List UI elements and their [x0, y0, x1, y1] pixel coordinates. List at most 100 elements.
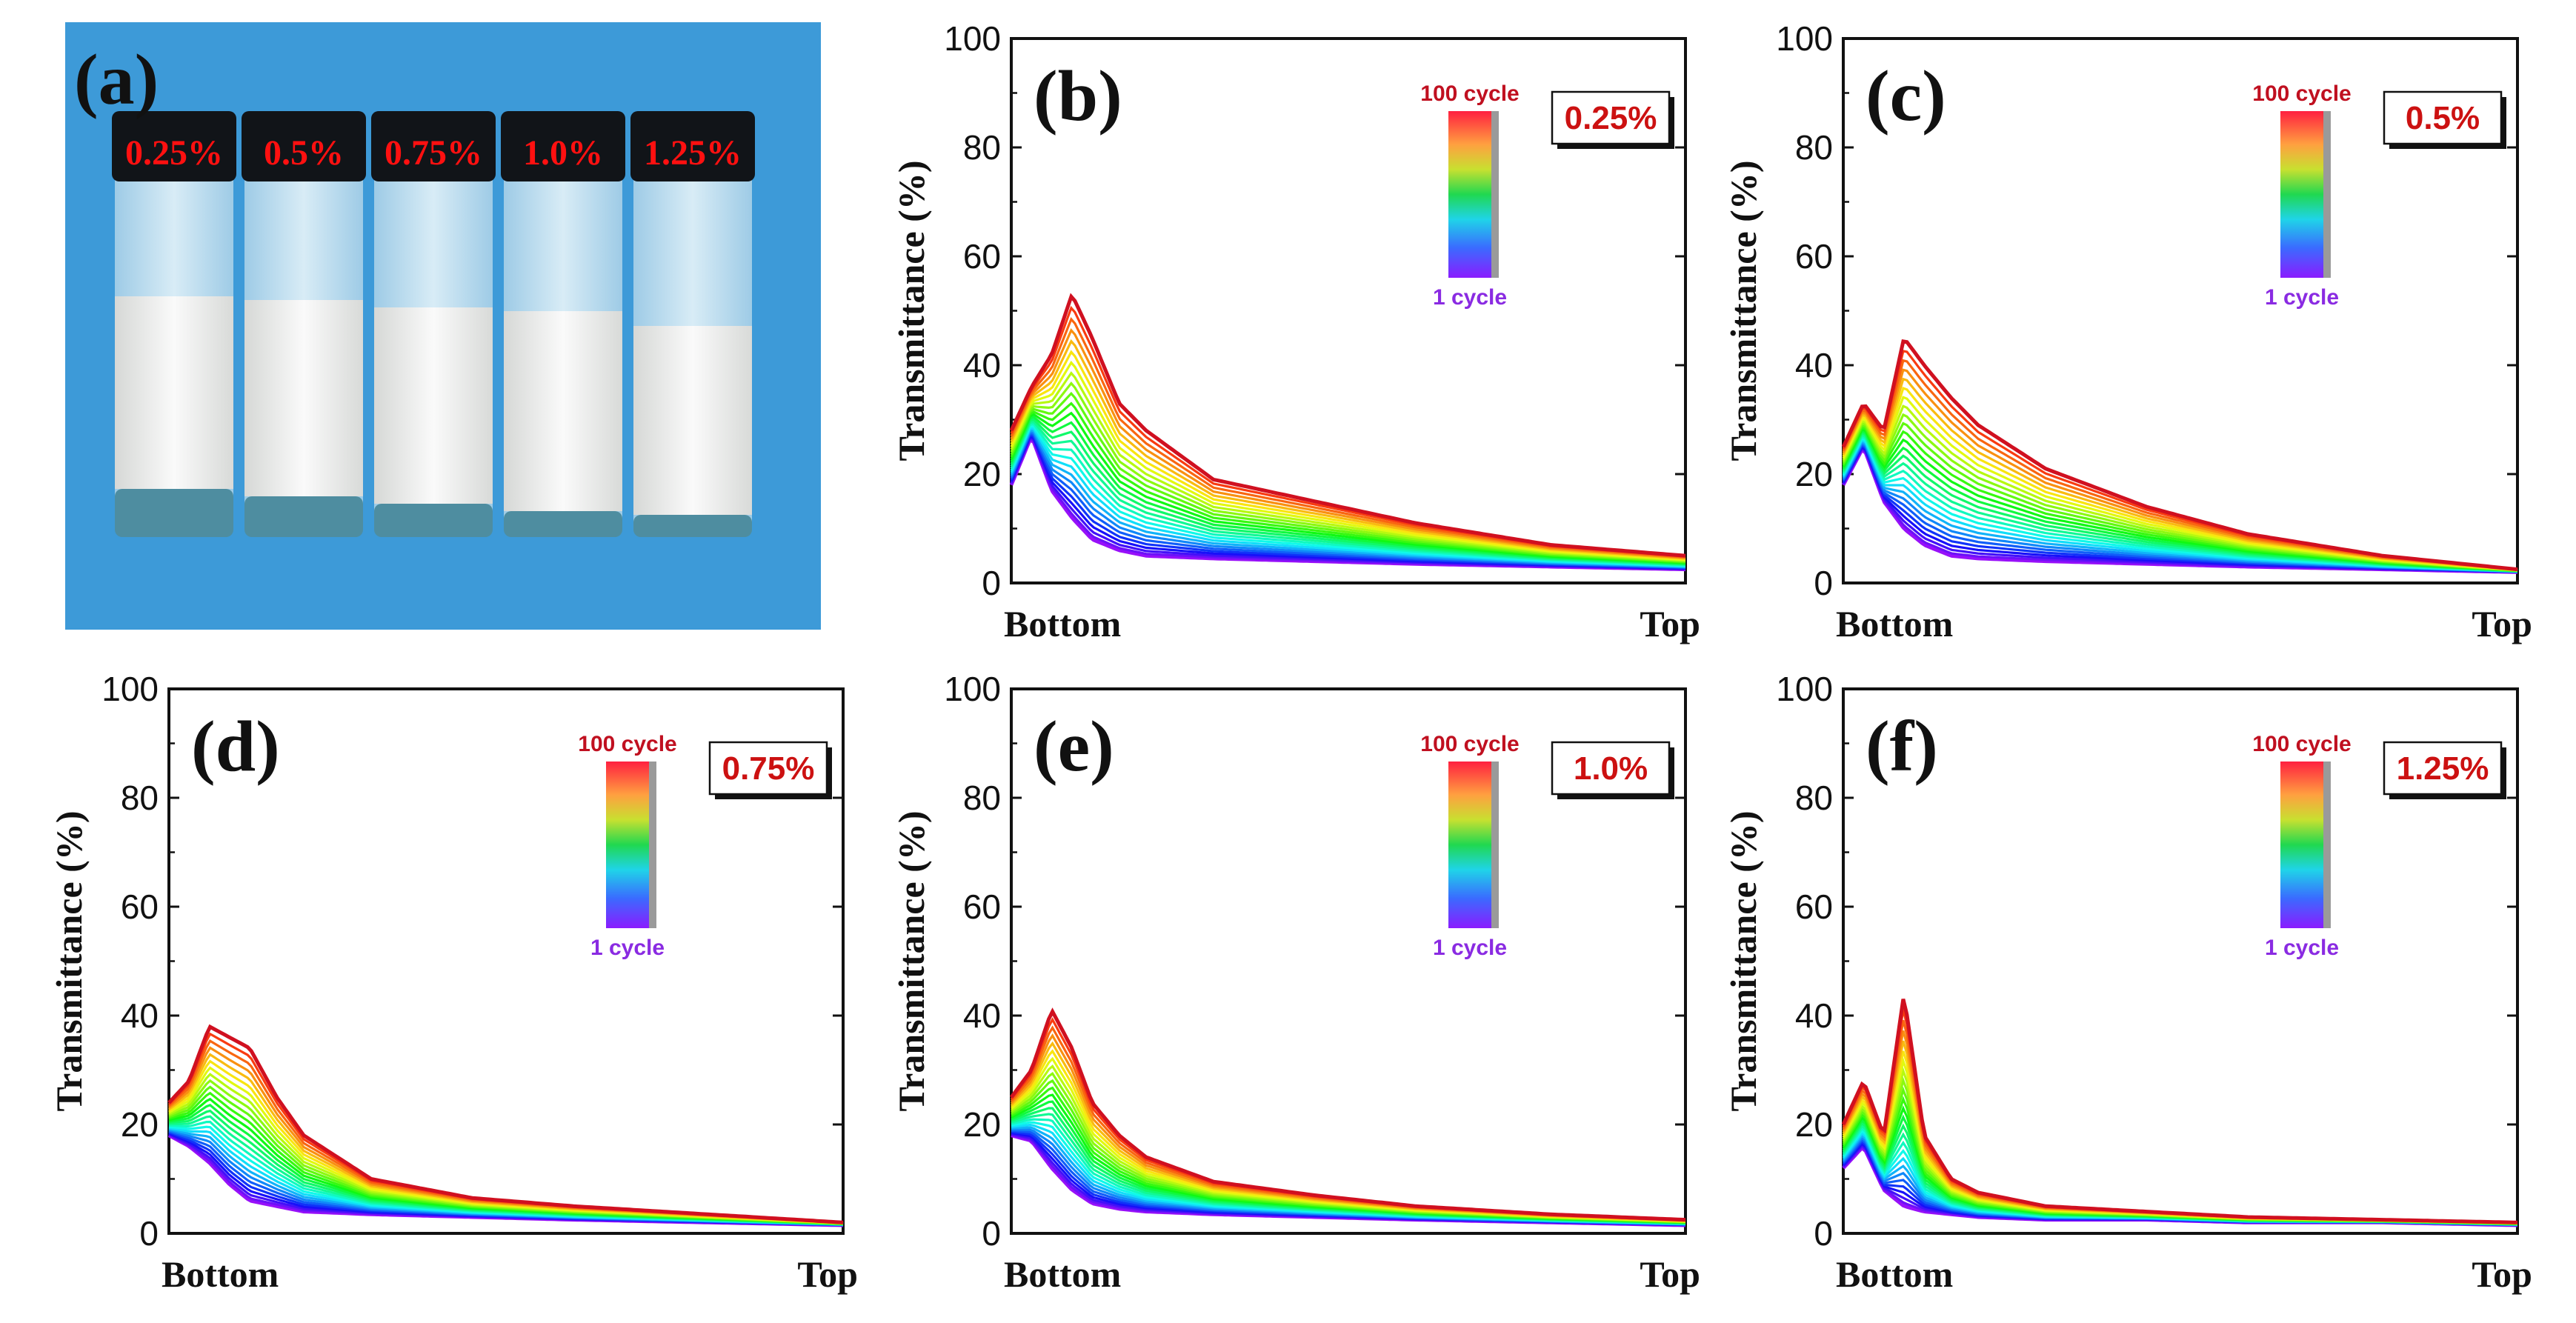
series-line-100-cycle: [1009, 1007, 1686, 1222]
series-line-100-cycle: [167, 1024, 844, 1224]
vial-cap: [112, 111, 236, 181]
x-axis-top-label: Top: [1640, 1253, 1700, 1295]
concentration-badge: 0.25%: [1551, 90, 1674, 149]
colorbar: 100 cycle 1 cycle: [2252, 81, 2351, 310]
y-tick-label: 100: [944, 19, 1001, 58]
vial-1: 0.25%: [112, 111, 236, 537]
y-tick-label: 20: [121, 1105, 159, 1144]
colorbar-bottom-label: 1 cycle: [2265, 936, 2339, 960]
y-tick-label: 80: [1795, 779, 1833, 817]
y-tick-label: 100: [1776, 19, 1833, 58]
vial-suspension: [244, 300, 363, 496]
y-tick-label: 0: [1814, 1214, 1833, 1253]
chart-panel-b: 0 20 40 60 80 100 Transmittance (%) Bottom Top (b…: [891, 19, 1700, 644]
y-tick-label: 0: [982, 1214, 1001, 1253]
x-axis-bottom-label: Bottom: [1004, 603, 1121, 644]
vial-clear-layer: [244, 496, 363, 537]
x-axis-top-label: Top: [797, 1253, 858, 1295]
badge-box: [1551, 741, 1671, 796]
vial-clear-layer: [633, 515, 752, 537]
y-tick-label: 40: [963, 346, 1001, 384]
vial-cap: [242, 111, 366, 181]
x-axis-bottom-label: Bottom: [1004, 1253, 1121, 1295]
colorbar-gradient: [1448, 111, 1491, 278]
x-axis-bottom-label: Bottom: [1836, 1253, 1953, 1295]
vial-label: 1.0%: [523, 133, 603, 173]
vial-suspension: [374, 307, 493, 504]
series-curves: [1841, 999, 2518, 1227]
y-tick-label: 40: [121, 996, 159, 1035]
series-line-100-cycle: [1009, 293, 1686, 558]
y-axis-label: Transmittance (%): [1723, 811, 1764, 1112]
colorbar: 100 cycle 1 cycle: [2252, 732, 2351, 960]
y-axis-label: Transmittance (%): [48, 811, 90, 1112]
vial-suspension: [504, 311, 622, 511]
badge-box: [2383, 90, 2503, 145]
colorbar-shadow: [1491, 762, 1499, 928]
series-curves: [167, 1024, 844, 1227]
panel-label: (d): [191, 707, 280, 787]
colorbar-bottom-label: 1 cycle: [590, 936, 665, 960]
series-line-100-cycle: [1841, 339, 2518, 572]
series-line-100-cycle: [1841, 999, 2518, 1224]
vial-label: 0.5%: [264, 133, 344, 173]
y-tick-label: 60: [963, 237, 1001, 276]
colorbar-shadow: [1491, 111, 1499, 278]
panel-label: (e): [1034, 707, 1114, 787]
y-tick-label: 100: [1776, 670, 1833, 708]
y-tick-label: 80: [121, 779, 159, 817]
colorbar-gradient: [606, 762, 649, 928]
series-curves: [1009, 293, 1686, 572]
vial-2: 0.5%: [242, 111, 366, 537]
y-tick-label: 100: [101, 670, 159, 708]
colorbar-gradient: [2280, 762, 2323, 928]
photo-panel: 0.25% 0.5% 0.75% 1.0% 1.25% (a): [65, 22, 821, 630]
x-axis-top-label: Top: [2472, 1253, 2532, 1295]
y-axis-label: Transmittance (%): [891, 161, 932, 461]
panel-label: (c): [1866, 56, 1946, 136]
panel-label: (b): [1034, 56, 1122, 136]
x-axis-bottom-label: Bottom: [162, 1253, 279, 1295]
series-curves: [1009, 1007, 1686, 1227]
x-axis-top-label: Top: [1640, 603, 1700, 644]
badge-box: [708, 741, 828, 796]
vial-clear-layer: [115, 489, 233, 537]
vial-label: 0.75%: [385, 133, 482, 173]
y-axis-label: Transmittance (%): [1723, 161, 1764, 461]
colorbar-shadow: [2323, 762, 2331, 928]
concentration-badge: 0.75%: [708, 741, 832, 799]
colorbar-bottom-label: 1 cycle: [2265, 285, 2339, 310]
concentration-badge: 1.0%: [1551, 741, 1674, 799]
chart-panel-c: 0 20 40 60 80 100 Transmittance (%) Bottom Top (c…: [1723, 19, 2532, 644]
colorbar-top-label: 100 cycle: [1420, 732, 1519, 756]
y-tick-label: 20: [1795, 455, 1833, 493]
vial-label: 1.25%: [644, 133, 742, 173]
vial-suspension: [633, 326, 752, 515]
y-tick-label: 60: [1795, 887, 1833, 926]
y-tick-label: 20: [1795, 1105, 1833, 1144]
colorbar-top-label: 100 cycle: [2252, 732, 2351, 756]
y-tick-label: 0: [1814, 564, 1833, 602]
y-tick-label: 60: [1795, 237, 1833, 276]
vials: 0.25% 0.5% 0.75% 1.0% 1.25%: [112, 111, 755, 537]
vial-3: 0.75%: [371, 111, 496, 537]
y-tick-label: 20: [963, 1105, 1001, 1144]
panel-label: (f): [1866, 707, 1938, 787]
colorbar-top-label: 100 cycle: [1420, 81, 1519, 106]
y-tick-label: 80: [963, 128, 1001, 167]
concentration-label: 0.25%: [1565, 100, 1657, 136]
y-tick-label: 0: [139, 1214, 159, 1253]
colorbar-shadow: [649, 762, 656, 928]
concentration-label: 0.75%: [722, 750, 815, 787]
series-curves: [1841, 339, 2518, 574]
chart-panel-e: 0 20 40 60 80 100 Transmittance (%) Bottom Top (e…: [891, 670, 1700, 1295]
y-axis-label: Transmittance (%): [891, 811, 932, 1112]
chart-panels: 0 20 40 60 80 100 Transmittance (%) Bottom Top (b…: [48, 19, 2532, 1295]
concentration-label: 1.25%: [2397, 750, 2489, 787]
y-tick-label: 80: [1795, 128, 1833, 167]
badge-box: [2383, 741, 2503, 796]
concentration-badge: 0.5%: [2383, 90, 2506, 149]
colorbar-top-label: 100 cycle: [2252, 81, 2351, 106]
colorbar-top-label: 100 cycle: [578, 732, 676, 756]
chart-panel-f: 0 20 40 60 80 100 Transmittance (%) Bottom Top (f…: [1723, 670, 2532, 1295]
